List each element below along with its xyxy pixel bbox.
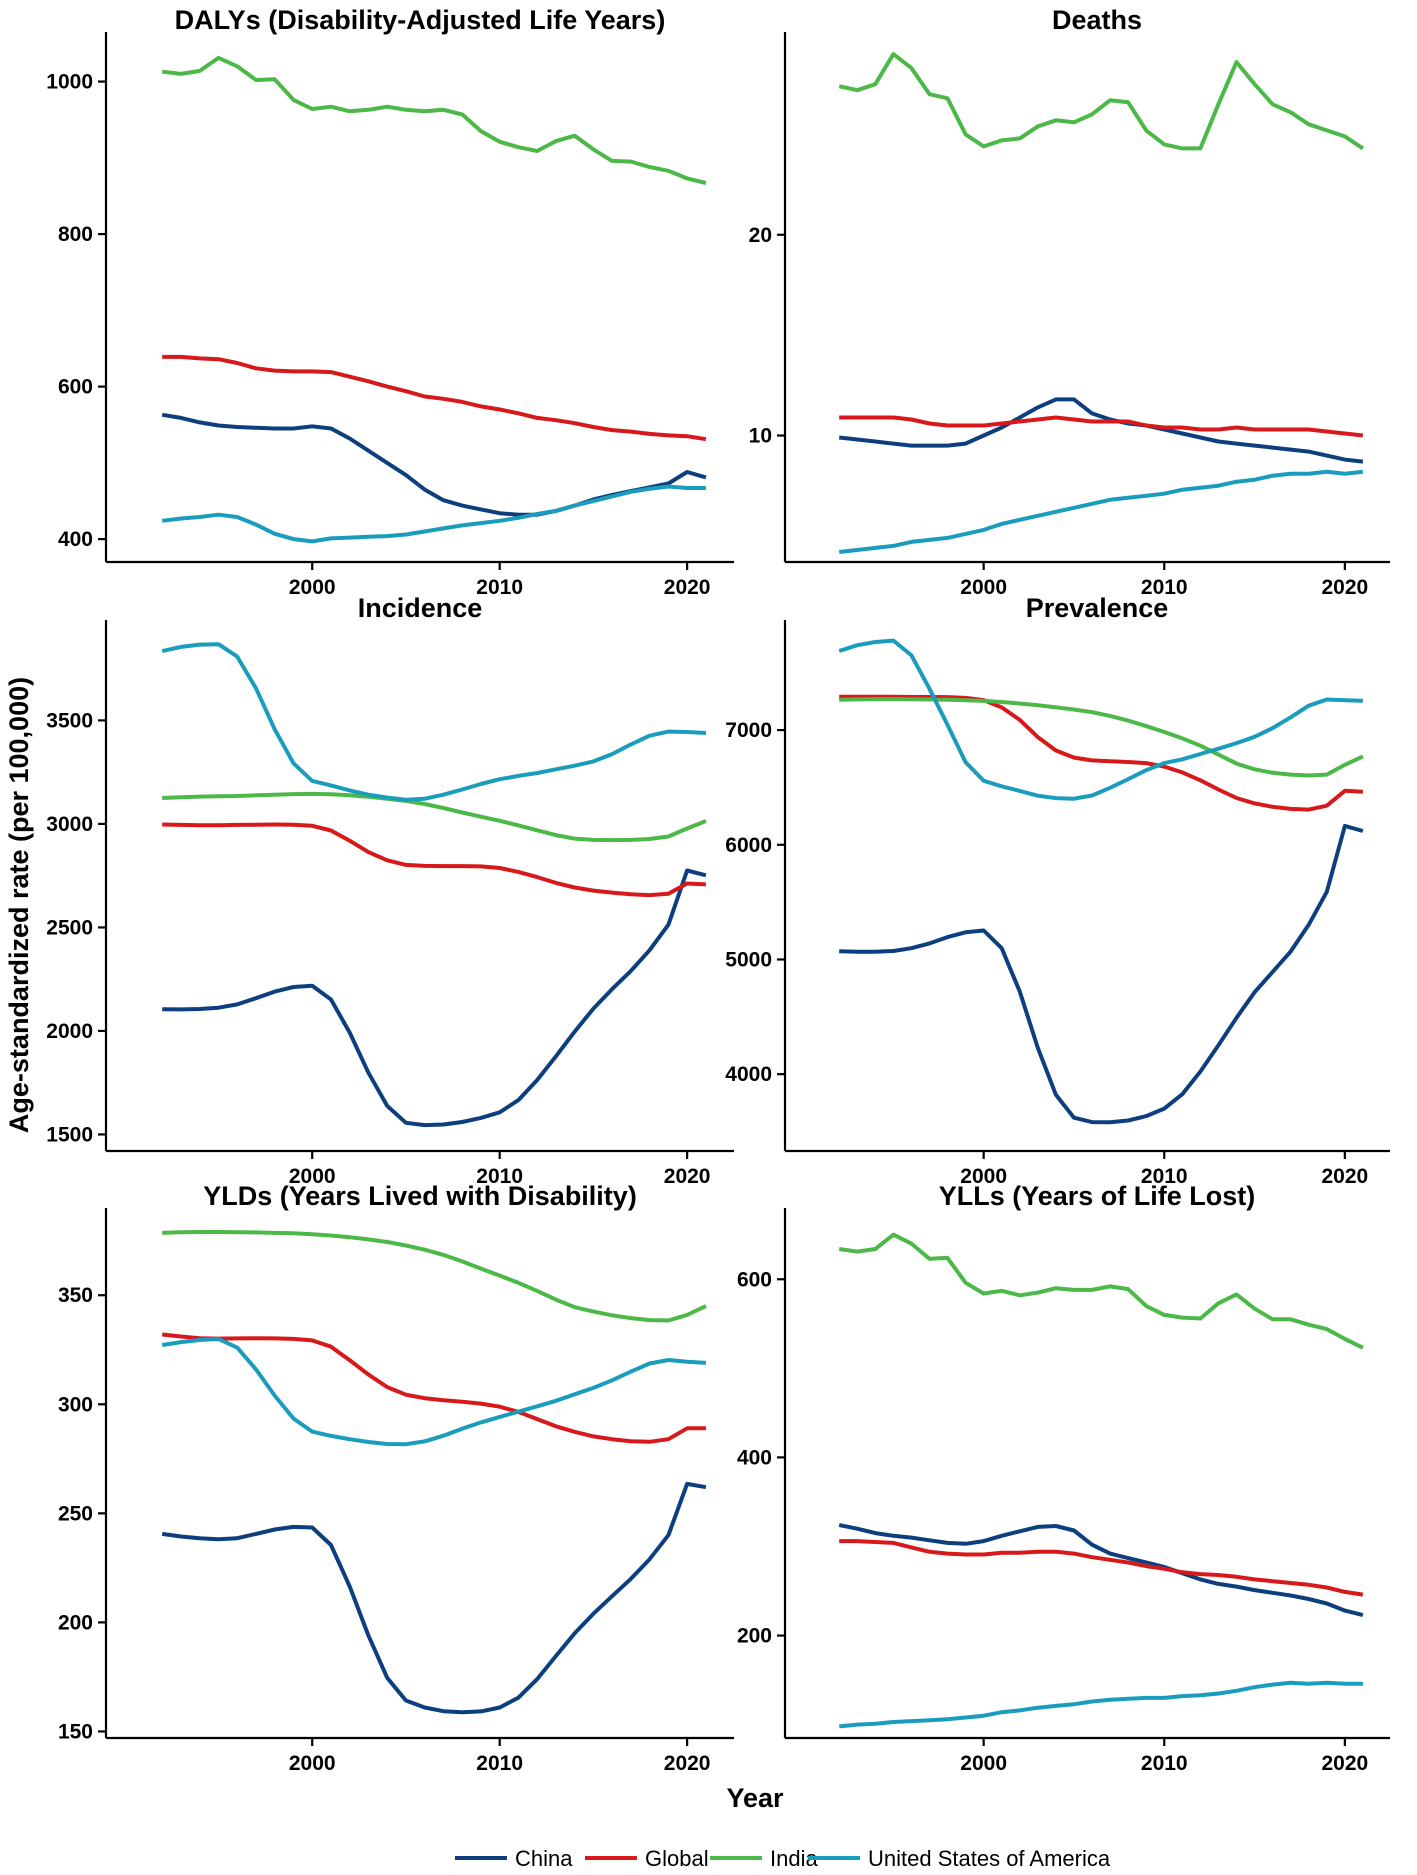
x-tick-label: 2020 bbox=[1321, 1752, 1368, 1775]
panel-title: Incidence bbox=[358, 593, 483, 623]
series-line-united-states-of-america bbox=[838, 638, 1363, 801]
x-tick-label: 2000 bbox=[960, 1165, 1007, 1188]
legend-item-china: China bbox=[455, 1846, 573, 1871]
series-line-global bbox=[839, 694, 1363, 812]
y-tick-label: 600 bbox=[737, 1268, 772, 1291]
legend-label: China bbox=[515, 1846, 573, 1871]
series-line-global bbox=[162, 822, 706, 898]
series-line-united-states-of-america bbox=[161, 1336, 707, 1447]
x-tick-label: 2000 bbox=[960, 1752, 1007, 1775]
y-tick-label: 10 bbox=[749, 425, 772, 448]
x-tick-label: 2020 bbox=[1321, 1165, 1368, 1188]
x-tick-label: 2000 bbox=[289, 576, 336, 599]
legend: China Global India United States of America bbox=[455, 1846, 1111, 1871]
y-tick-label: 800 bbox=[58, 223, 93, 246]
series-line-china bbox=[162, 868, 707, 1128]
panel-prevalence: Prevalence 4000 5000 6000 7000 2000 2010 2020 bbox=[725, 593, 1390, 1188]
y-tick-label: 250 bbox=[58, 1502, 93, 1525]
x-tick-label: 2010 bbox=[1141, 1165, 1188, 1188]
series-line-india bbox=[838, 52, 1365, 151]
x-tick-label: 2020 bbox=[664, 576, 711, 599]
legend-label: Global bbox=[645, 1846, 709, 1871]
x-tick-label: 2010 bbox=[476, 576, 523, 599]
y-tick-label: 400 bbox=[58, 528, 93, 551]
y-axis-title: Age-standardized rate (per 100,000) bbox=[4, 677, 34, 1133]
series-line-global bbox=[161, 1332, 706, 1444]
y-tick-label: 1000 bbox=[46, 71, 93, 94]
x-tick-label: 2010 bbox=[476, 1752, 523, 1775]
x-tick-label: 2000 bbox=[289, 1165, 336, 1188]
series-line-global bbox=[839, 415, 1364, 438]
x-axis-title: Year bbox=[726, 1783, 784, 1813]
series-line-india bbox=[162, 1230, 707, 1323]
series-line-global bbox=[839, 1539, 1364, 1597]
x-tick-label: 2020 bbox=[664, 1752, 711, 1775]
panel-ylds-years-lived-with-disability: YLDs (Years Lived with Disability) 150 200… bbox=[58, 1181, 734, 1775]
series-line-china bbox=[838, 1523, 1364, 1618]
y-tick-label: 350 bbox=[58, 1284, 93, 1307]
legend-item-united-states-of-america: United States of America bbox=[808, 1846, 1111, 1871]
series-line-india bbox=[161, 55, 707, 185]
panel-ylls-years-of-life-lost: YLLs (Years of Life Lost) 200 400 600 2000 20… bbox=[737, 1181, 1390, 1775]
series-line-india bbox=[839, 697, 1364, 778]
y-tick-label: 300 bbox=[58, 1393, 93, 1416]
panel-title: YLDs (Years Lived with Disability) bbox=[203, 1181, 637, 1211]
series-line-united-states-of-america bbox=[161, 642, 707, 802]
panel-incidence: Incidence 1500 2000 2500 3000 3500 2000 2010 202… bbox=[46, 593, 734, 1188]
y-tick-label: 600 bbox=[58, 376, 93, 399]
y-tick-label: 200 bbox=[58, 1611, 93, 1634]
series-line-china bbox=[838, 397, 1364, 464]
x-tick-label: 2020 bbox=[1321, 576, 1368, 599]
legend-item-global: Global bbox=[585, 1846, 709, 1871]
panel-title: Deaths bbox=[1052, 5, 1142, 35]
y-tick-label: 3000 bbox=[46, 813, 93, 836]
x-tick-label: 2000 bbox=[289, 1752, 336, 1775]
series-line-china bbox=[161, 1481, 707, 1715]
y-tick-label: 4000 bbox=[725, 1063, 772, 1086]
series-line-united-states-of-america bbox=[161, 484, 706, 544]
series-line-united-states-of-america bbox=[839, 1680, 1363, 1729]
y-tick-label: 20 bbox=[749, 224, 772, 247]
y-tick-label: 2000 bbox=[46, 1020, 93, 1043]
y-tick-label: 1500 bbox=[46, 1123, 93, 1146]
series-line-global bbox=[162, 354, 707, 442]
panel-deaths: Deaths 10 20 2000 2010 2020 bbox=[749, 5, 1390, 599]
x-tick-label: 2020 bbox=[664, 1165, 711, 1188]
series-line-united-states-of-america bbox=[838, 469, 1364, 554]
panel-dalys-disability-adjusted-life-years: DALYs (Disability-Adjusted Life Years) 40… bbox=[46, 5, 734, 599]
y-tick-label: 5000 bbox=[725, 948, 772, 971]
panel-title: Prevalence bbox=[1026, 593, 1169, 623]
y-tick-label: 3500 bbox=[46, 709, 93, 732]
series-line-india bbox=[162, 791, 707, 843]
series-line-india bbox=[838, 1232, 1364, 1350]
x-tick-label: 2000 bbox=[960, 576, 1007, 599]
y-tick-label: 200 bbox=[737, 1625, 772, 1648]
legend-item-india: India bbox=[710, 1846, 818, 1871]
y-tick-label: 400 bbox=[737, 1446, 772, 1469]
legend-label: United States of America bbox=[868, 1846, 1111, 1871]
x-tick-label: 2010 bbox=[476, 1165, 523, 1188]
panel-title: YLLs (Years of Life Lost) bbox=[939, 1181, 1256, 1211]
series-line-china bbox=[839, 823, 1364, 1125]
panels: DALYs (Disability-Adjusted Life Years) 40… bbox=[46, 5, 1390, 1775]
x-tick-label: 2010 bbox=[1141, 576, 1188, 599]
y-tick-label: 150 bbox=[58, 1720, 93, 1743]
panel-title: DALYs (Disability-Adjusted Life Years) bbox=[175, 5, 666, 35]
y-tick-label: 6000 bbox=[725, 834, 772, 857]
y-tick-label: 2500 bbox=[46, 916, 93, 939]
y-tick-label: 7000 bbox=[725, 719, 772, 742]
x-tick-label: 2010 bbox=[1141, 1752, 1188, 1775]
